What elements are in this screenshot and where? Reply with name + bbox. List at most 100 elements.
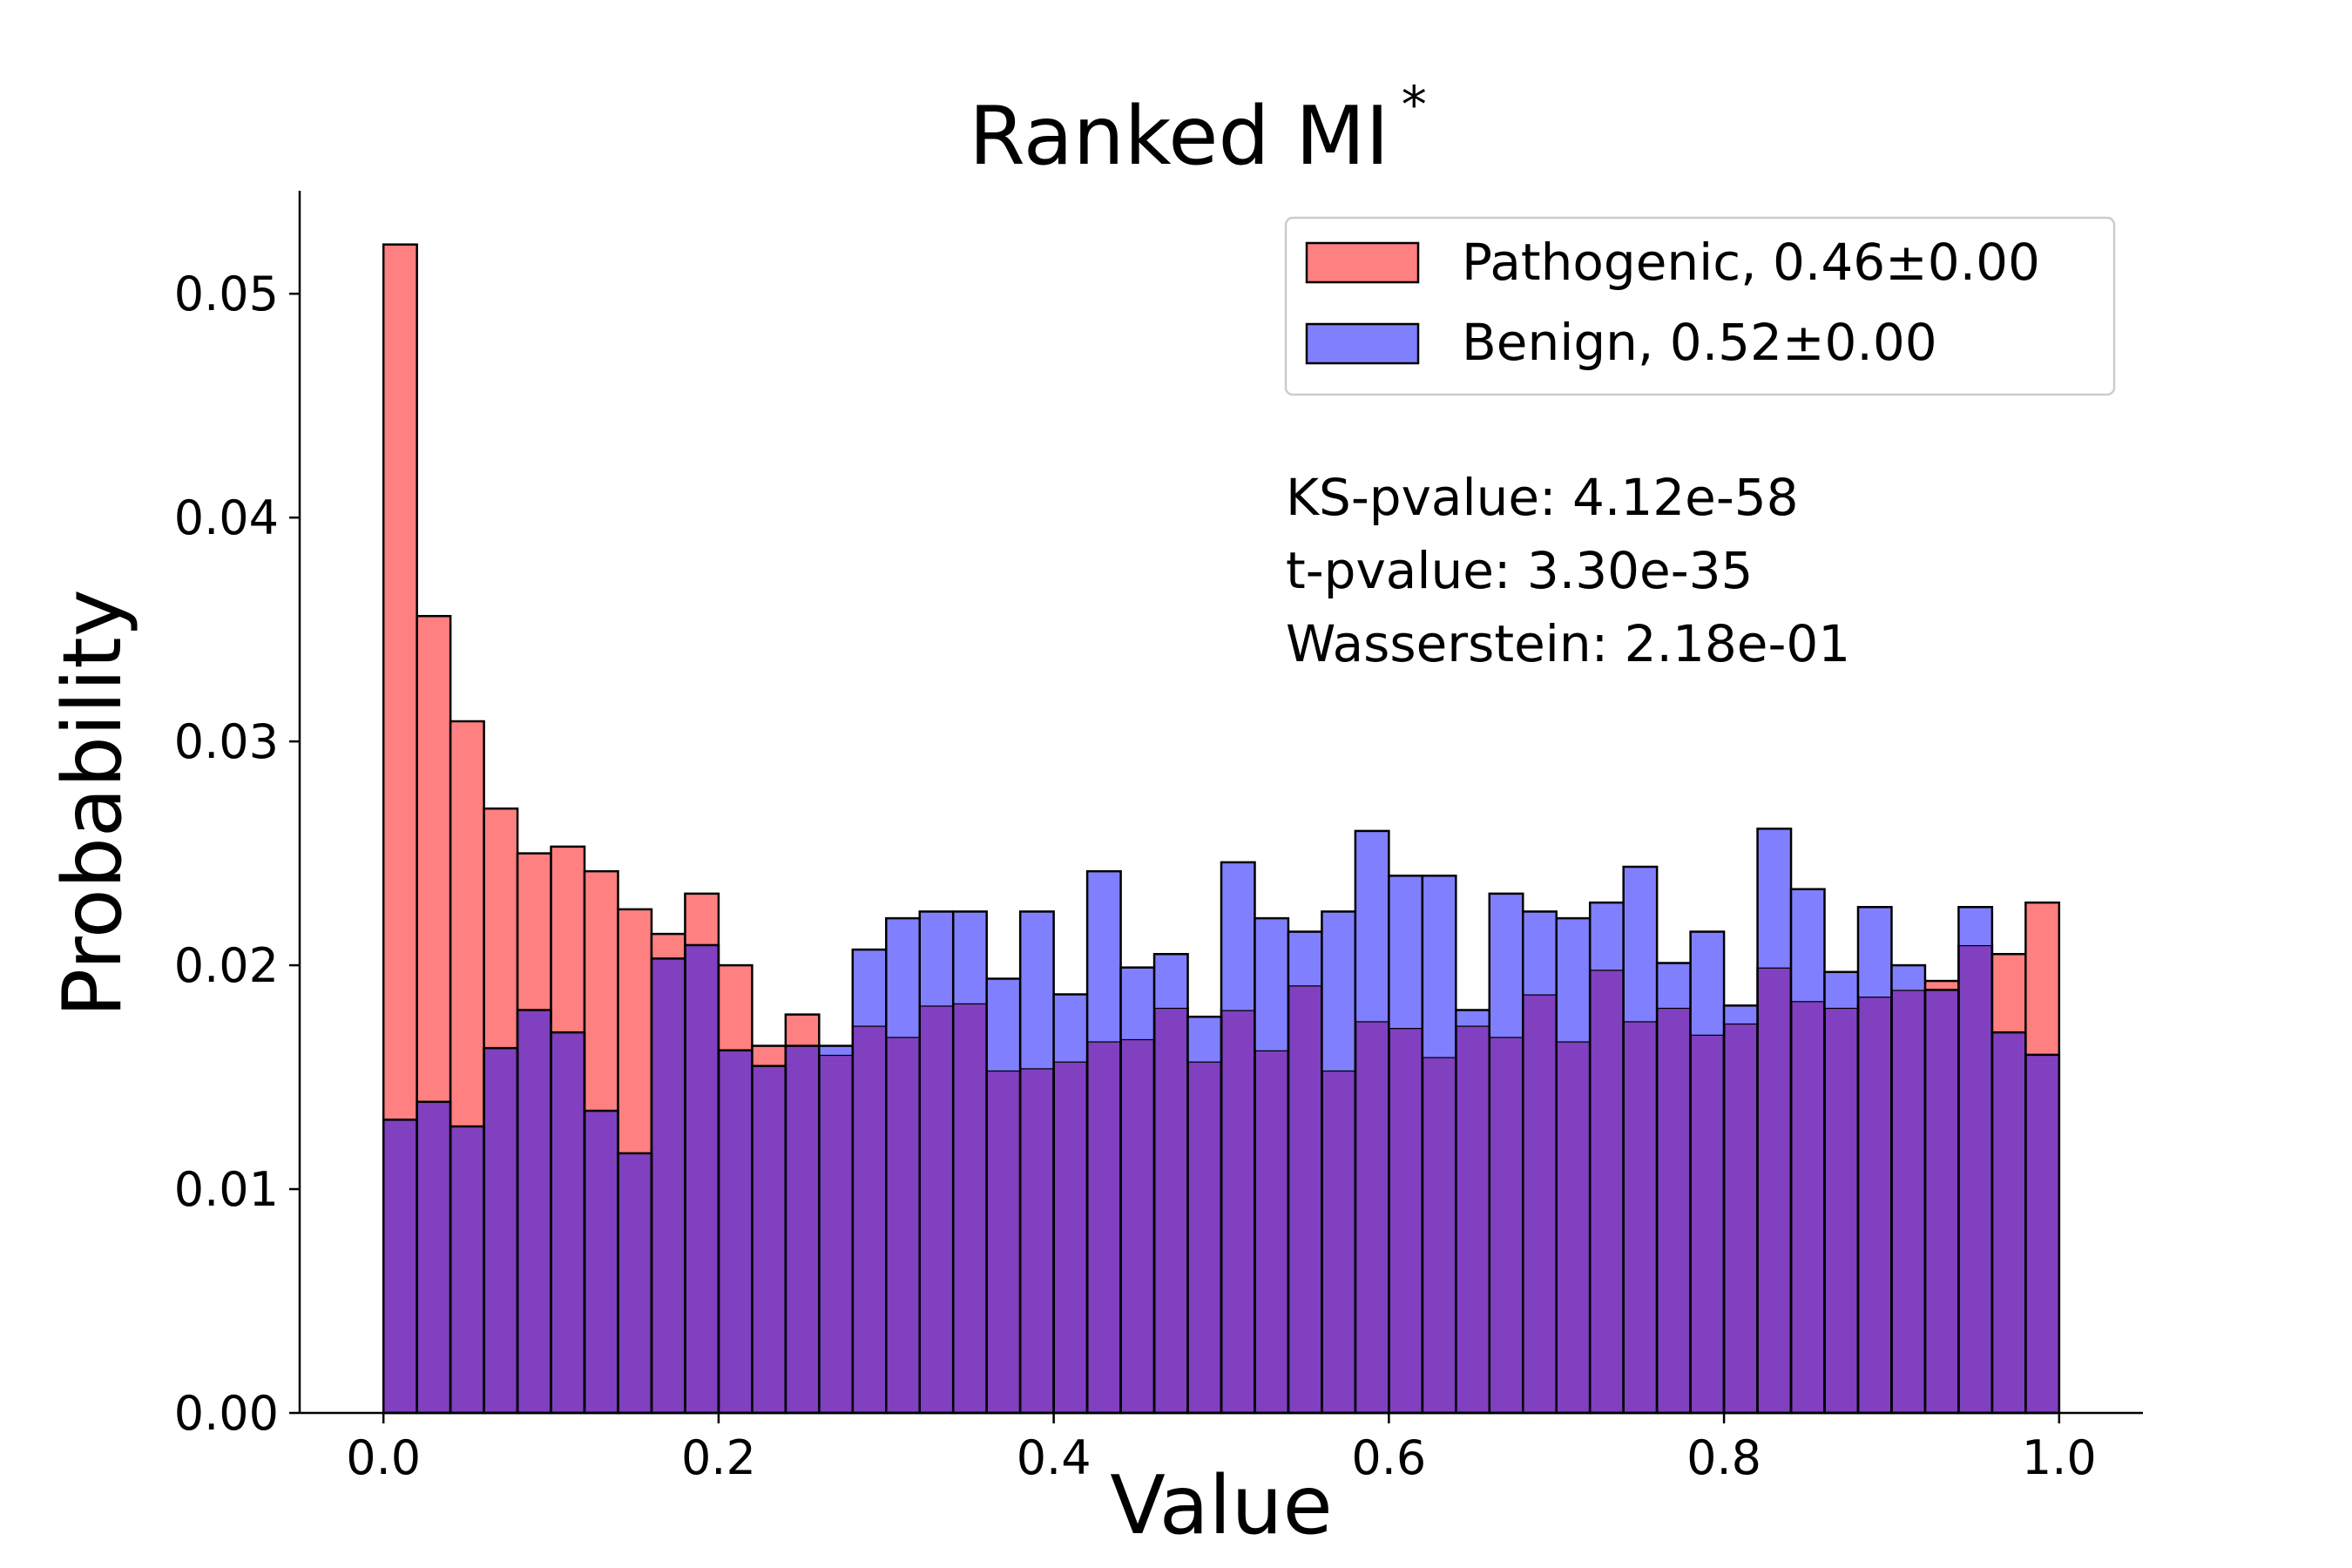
overlap-bar <box>1590 970 1624 1413</box>
legend: Pathogenic, 0.46±0.00 Benign, 0.52±0.00 <box>1284 216 2116 396</box>
x-tick-label: 1.0 <box>2022 1430 2097 1485</box>
chart-title: Ranked MI * <box>969 75 1427 183</box>
overlap-bar <box>1154 1007 1188 1413</box>
y-tick-label: 0.00 <box>174 1386 279 1441</box>
y-tick-label: 0.04 <box>174 490 279 545</box>
chart-title-text: Ranked MI <box>969 89 1389 183</box>
x-tick-label: 0.6 <box>1351 1430 1426 1485</box>
pathogenic-bar-excess <box>483 808 518 1049</box>
pathogenic-bar-excess <box>551 846 585 1033</box>
y-tick-label: 0.03 <box>174 714 279 769</box>
overlap-bar <box>1623 1021 1658 1413</box>
pathogenic-bar-excess <box>651 934 686 959</box>
y-tick-label: 0.02 <box>174 938 279 993</box>
benign-bar-excess <box>1422 875 1456 1058</box>
overlap-bar <box>886 1037 920 1413</box>
overlap-bar <box>585 1111 618 1413</box>
benign-bar-excess <box>1221 862 1255 1010</box>
benign-bar-excess <box>1724 1005 1758 1024</box>
y-axis-ticks: 0.00 0.01 0.02 0.03 0.04 0.05 <box>174 267 300 1441</box>
x-axis-ticks: 0.0 0.2 0.4 0.6 0.8 1.0 <box>346 1413 2097 1485</box>
benign-bar-excess <box>1456 1010 1490 1026</box>
y-tick-label: 0.05 <box>174 267 279 321</box>
legend-label-benign: Benign, 0.52±0.00 <box>1462 313 1937 372</box>
t-pvalue-annotation: t-pvalue: 3.30e-35 <box>1286 541 1753 600</box>
pathogenic-bar-excess <box>416 616 451 1102</box>
pathogenic-bar-excess <box>2025 902 2059 1055</box>
chart-title-superscript: * <box>1402 75 1427 134</box>
benign-bar-excess <box>953 911 987 1004</box>
overlap-bar <box>1757 967 1792 1413</box>
benign-bar-excess <box>1288 931 1322 986</box>
overlap-bar <box>819 1054 853 1413</box>
overlap-bar <box>1824 1007 1858 1413</box>
y-tick-label: 0.01 <box>174 1162 279 1217</box>
overlap-bar <box>1355 1021 1389 1413</box>
benign-bar-excess <box>1791 889 1825 1002</box>
y-axis-label: Probability <box>45 589 139 1017</box>
overlap-bar <box>1958 944 1992 1413</box>
benign-bar-excess <box>1958 907 1992 945</box>
overlap-bar <box>986 1070 1021 1413</box>
overlap-bar <box>1556 1041 1591 1413</box>
benign-bar-excess <box>1857 907 1892 997</box>
overlap-bar <box>1924 990 1959 1413</box>
overlap-bar <box>1523 994 1557 1413</box>
overlap-bar <box>1857 997 1892 1413</box>
benign-bar-excess <box>1623 867 1658 1022</box>
benign-bar-excess <box>1254 918 1288 1051</box>
benign-bar-excess <box>1824 971 1858 1008</box>
benign-bar-excess <box>1321 911 1355 1071</box>
pathogenic-bar-excess <box>685 893 719 945</box>
overlap-bar <box>852 1025 887 1413</box>
overlap-bar <box>685 944 719 1413</box>
x-tick-label: 0.2 <box>681 1430 756 1485</box>
overlap-bar <box>1053 1061 1088 1413</box>
overlap-bar <box>1456 1025 1490 1413</box>
overlap-bar <box>1891 990 1925 1413</box>
overlap-bar <box>1254 1050 1288 1413</box>
benign-bar-excess <box>1020 911 1054 1069</box>
x-tick-label: 0.0 <box>346 1430 421 1485</box>
pathogenic-bars <box>382 243 2061 1415</box>
overlap-bar <box>651 958 686 1413</box>
pathogenic-bar-excess <box>1991 954 2026 1033</box>
overlap-bar <box>1020 1068 1054 1413</box>
benign-bar-excess <box>1120 967 1155 1039</box>
overlap-bar <box>450 1126 484 1413</box>
overlap-bar <box>483 1048 518 1413</box>
benign-bar-excess <box>1489 893 1524 1037</box>
x-axis-label: Value <box>1110 1458 1332 1552</box>
overlap-bar <box>1489 1037 1524 1413</box>
x-tick-label: 0.4 <box>1017 1430 1092 1485</box>
overlap-bar <box>1690 1034 1725 1413</box>
overlap-bar <box>383 1119 417 1413</box>
legend-swatch-benign <box>1305 322 1420 365</box>
overlap-bar <box>785 1045 820 1413</box>
overlap-bar <box>1120 1038 1155 1413</box>
ks-pvalue-annotation: KS-pvalue: 4.12e-58 <box>1286 468 1799 527</box>
benign-bar-excess <box>1556 918 1591 1042</box>
overlap-bar <box>1422 1057 1456 1413</box>
overlap-bar <box>919 1005 954 1413</box>
overlap-bar <box>551 1032 585 1413</box>
pathogenic-bar-excess <box>1924 981 1959 990</box>
pathogenic-bar-excess <box>618 909 652 1153</box>
benign-bars <box>382 828 2061 1415</box>
pathogenic-bar-excess <box>752 1045 786 1066</box>
pathogenic-bar-excess <box>785 1014 820 1046</box>
overlap-bar <box>416 1101 451 1413</box>
benign-bar-excess <box>1657 963 1691 1008</box>
overlap-bar <box>2025 1054 2059 1413</box>
pathogenic-bar-excess <box>450 720 484 1127</box>
benign-bar-excess <box>1154 954 1188 1008</box>
benign-bar-excess <box>1690 931 1725 1035</box>
wasserstein-annotation: Wasserstein: 2.18e-01 <box>1286 614 1850 673</box>
benign-bar-excess <box>1757 828 1792 968</box>
overlap-bar <box>752 1065 786 1413</box>
benign-bar-excess <box>919 911 954 1006</box>
overlap-bar <box>517 1010 551 1413</box>
pathogenic-bar-excess <box>585 871 618 1112</box>
benign-bar-excess <box>1355 830 1389 1022</box>
